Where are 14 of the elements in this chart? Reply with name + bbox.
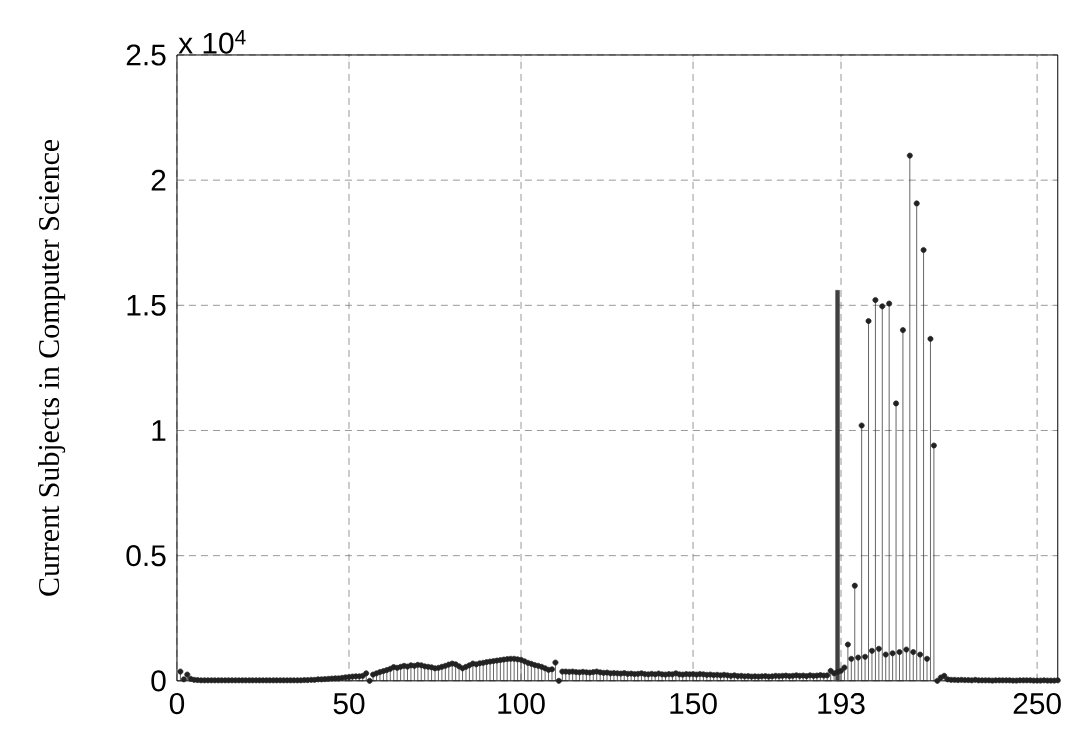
x-tick-label: 100 — [498, 693, 545, 715]
y-tick-label: 1.5 — [127, 294, 166, 316]
y-tick-label: 0 — [151, 670, 166, 692]
x-tick-label: 50 — [333, 693, 365, 715]
y-tick-label: 1 — [152, 420, 166, 441]
x-tick-label: 0 — [169, 693, 185, 715]
y-tick-label: 0.5 — [126, 545, 166, 567]
y-axis-title: Current Subjects in Computer Science — [38, 139, 66, 596]
y-tick-label: 2.5 — [126, 44, 166, 66]
x-tick-label: 250 — [1013, 693, 1061, 715]
x-tick-label: 150 — [670, 693, 717, 715]
text: x 10$^{4}$ — [178, 30, 246, 54]
y-tick-label: 2 — [151, 169, 166, 191]
x-tick-label: 193 — [818, 693, 865, 715]
